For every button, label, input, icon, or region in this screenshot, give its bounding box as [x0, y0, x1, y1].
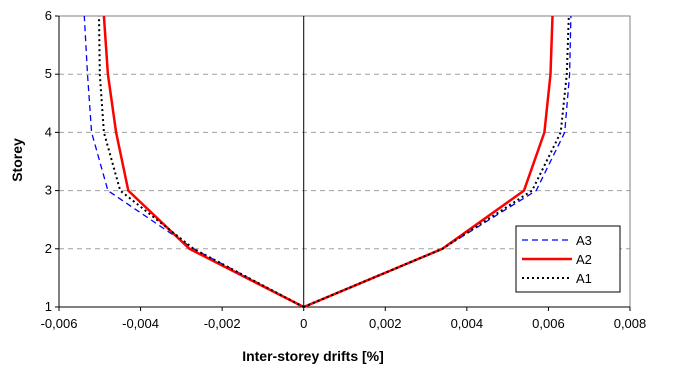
y-axis-title: Storey [9, 138, 25, 182]
x-tick-label: 0,006 [532, 316, 565, 331]
x-tick-label: 0,008 [614, 316, 647, 331]
x-axis-title: Inter-storey drifts [%] [242, 348, 384, 364]
series-line-a2 [102, 15, 305, 309]
x-tick-label: -0,006 [41, 316, 78, 331]
x-tick-label: -0,002 [204, 316, 241, 331]
tick-labels: 1 2 3 4 5 6 -0,006 -0,004 -0,002 0 0,002 0,004 0,006… [41, 8, 647, 331]
series-group [83, 15, 572, 309]
y-tick-label: 3 [45, 183, 52, 198]
x-tick-label: 0,002 [369, 316, 402, 331]
legend-label-a1: A1 [576, 271, 592, 286]
y-tick-label: 4 [45, 124, 52, 139]
series-line-a1 [98, 15, 305, 308]
axes [55, 15, 631, 311]
series-line-a3 [83, 15, 305, 308]
x-tick-label: -0,004 [122, 316, 159, 331]
x-tick-label: 0 [300, 316, 307, 331]
y-tick-label: 5 [45, 66, 52, 81]
legend-label-a3: A3 [576, 233, 592, 248]
legend: A3 A2 A1 [515, 225, 621, 293]
y-tick-label: 6 [45, 8, 52, 23]
grid-lines [59, 73, 630, 250]
series-line-a2 [303, 15, 554, 309]
y-tick-label: 2 [45, 241, 52, 256]
series-line-a1 [303, 15, 570, 308]
x-tick-label: 0,004 [451, 316, 484, 331]
legend-label-a2: A2 [576, 252, 592, 267]
y-tick-label: 1 [45, 299, 52, 314]
